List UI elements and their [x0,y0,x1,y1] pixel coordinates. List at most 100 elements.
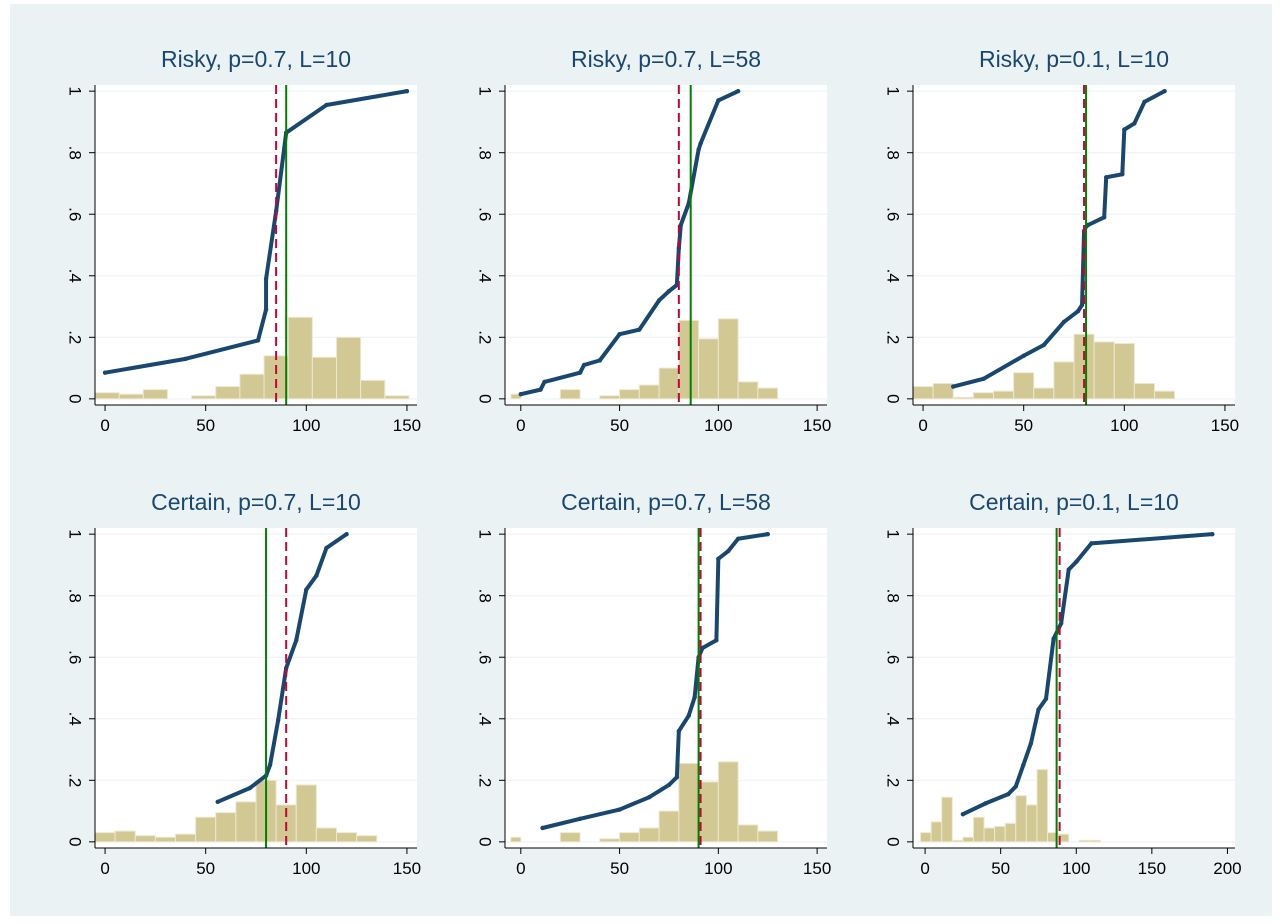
cdf-point [1104,175,1109,180]
plot-area [95,85,417,405]
cdf-point [676,245,682,251]
cdf-point [294,638,299,643]
histogram-bar [215,386,241,400]
cdf-point [404,88,410,94]
histogram-bar [1133,382,1155,400]
cdf-point [247,785,253,791]
histogram-bar [1004,822,1017,843]
y-tick-label: .6 [476,650,495,664]
x-tick-label: 150 [803,859,831,878]
cdf-point [324,545,329,551]
histogram-bar [698,338,719,400]
histogram-bar [263,355,289,400]
cdf-point [1013,784,1018,789]
histogram-bar [384,395,410,400]
cdf-point [102,370,108,375]
x-tick-label: 50 [610,416,629,435]
histogram-bar [1033,387,1055,400]
chart-panel-4: 0 .2 .4 .6 .8 1 0 50 100 150 Certain, p=0.7, L=10 [66,489,422,878]
y-tick-label: 1 [66,86,85,95]
histogram-bar [336,832,358,843]
y-tick-label: 0 [66,837,85,846]
cdf-point [542,379,547,385]
cdf-point [275,718,281,723]
cdf-point [1041,342,1047,348]
y-tick-label: .2 [66,330,85,344]
y-tick-label: .8 [476,146,495,160]
y-tick-label: .4 [66,269,85,283]
cdf-point [1120,172,1125,177]
histogram-bar [356,835,378,843]
y-tick-label: .8 [884,589,903,603]
histogram-bar [972,816,985,843]
chart-title: Certain, p=0.7, L=58 [561,489,771,515]
cdf-point [714,638,719,643]
histogram-bar [717,761,739,843]
histogram-bar [175,833,197,843]
cdf-point [1036,707,1041,712]
histogram-bar [510,836,522,843]
histogram-bar [1113,342,1135,400]
y-tick-label: .6 [476,207,495,221]
cdf-point [765,531,770,537]
y-tick-label: .6 [884,650,903,664]
plot-area [505,528,827,848]
y-tick-label: 0 [476,837,495,846]
cdf-point [597,358,603,363]
x-tick-label: 50 [991,859,1010,878]
y-tick-label: .8 [66,146,85,160]
cdf-point [617,332,622,337]
cdf-point [304,587,309,592]
plot-area [505,85,827,405]
histogram-bar [239,373,265,400]
x-tick-label: 100 [292,859,320,878]
cdf-point [1043,696,1049,701]
histogram-bar [142,389,168,400]
histogram-bar [932,382,954,400]
y-tick-label: .6 [884,207,903,221]
histogram-bar [336,336,362,400]
x-tick-label: 0 [918,416,927,435]
histogram-bar [638,384,660,400]
cdf-point [577,370,583,375]
cdf-point [518,392,524,397]
cdf-point [1089,541,1094,546]
histogram-bar [962,836,974,843]
y-tick-label: .2 [884,773,903,787]
cdf-point [666,782,672,788]
y-tick-label: 1 [66,529,85,538]
y-tick-label: 0 [884,394,903,403]
histogram-bar [235,801,257,843]
cdf-point [581,362,587,368]
cdf-point [637,327,642,332]
cdf-point [1028,741,1034,746]
histogram-bar [930,821,943,843]
histogram-bar [94,832,116,843]
cdf-point [1006,791,1011,797]
histogram-bar [658,367,680,400]
x-tick-label: 50 [610,859,629,878]
cdf-point [716,98,721,103]
histogram-bar [195,816,217,843]
histogram-bar [678,762,700,843]
cdf-point [686,713,691,718]
cdf-point [577,816,583,821]
chart-panel-1: 0 .2 .4 .6 .8 1 0 50 100 150 Risky, p=0.7, L=10 [66,46,422,435]
histogram-bar [1154,390,1176,400]
y-tick-label: .6 [66,207,85,221]
cdf-point [656,298,662,303]
y-tick-label: 1 [884,529,903,538]
cdf-point [676,728,682,734]
chart-panel-6: 0 .2 .4 .6 .8 1 0 50 100 150 200 Certain, p=0.1, L=… [884,489,1242,878]
x-tick-label: 100 [704,859,732,878]
cdf-point [647,795,652,800]
histogram-bar [619,389,640,400]
cdf-point [255,338,261,343]
y-tick-label: .2 [66,773,85,787]
chart-title: Risky, p=0.7, L=10 [161,46,351,72]
histogram-bar [1078,839,1091,843]
cdf-point [1066,567,1071,572]
histogram-bar [920,832,932,843]
histogram-bar [315,827,337,843]
histogram-bar [1015,795,1027,843]
